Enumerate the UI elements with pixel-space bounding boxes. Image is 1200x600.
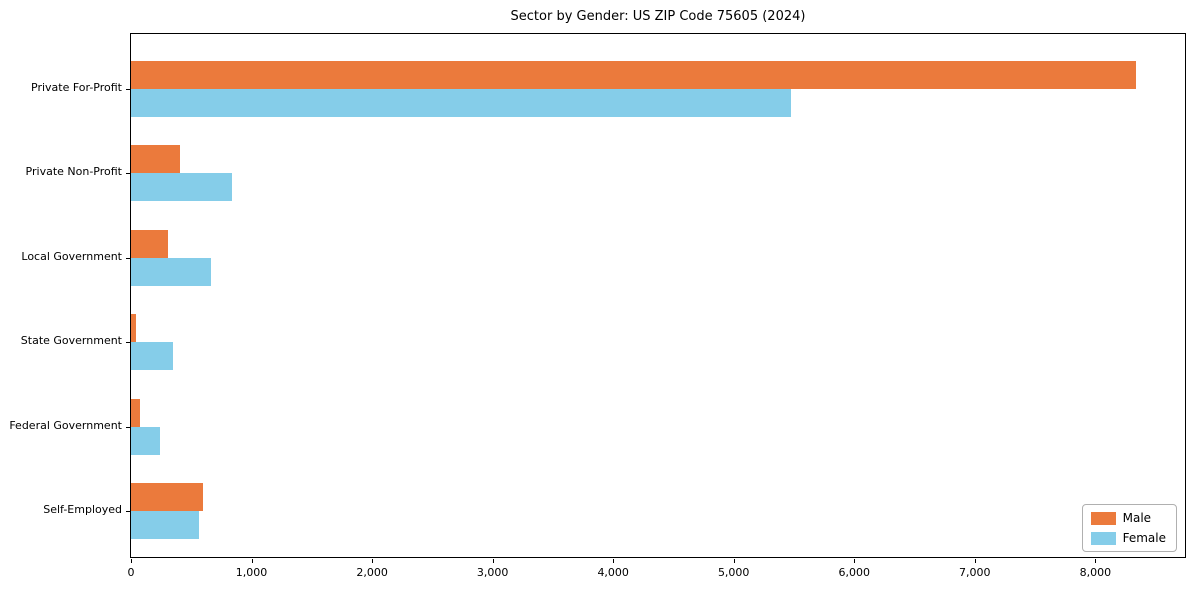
y-label-private-non-profit: Private Non-Profit	[25, 165, 122, 179]
x-tick-5000	[733, 559, 735, 563]
x-tick-label-8000: 8,000	[1079, 566, 1112, 579]
y-label-federal-government: Federal Government	[9, 418, 122, 432]
y-tick-self-employed	[126, 511, 131, 512]
x-tick-label-7000: 7,000	[959, 566, 991, 579]
y-tick-private-for-profit	[126, 89, 131, 90]
bar-female-private-for-profit	[131, 89, 791, 117]
x-tick-1000	[251, 559, 253, 563]
y-label-local-government: Local Government	[21, 249, 122, 263]
y-axis-labels: Private For-Profit Private Non-Profit Loca…	[0, 33, 122, 558]
y-label-self-employed: Self-Employed	[43, 503, 122, 516]
x-tick-4000	[613, 559, 615, 563]
x-tick-7000	[974, 559, 976, 563]
x-tick-8000	[1095, 559, 1097, 563]
x-tick-2000	[372, 559, 374, 563]
bar-female-private-non-profit	[131, 173, 232, 202]
x-tick-label-2000: 2,000	[356, 566, 388, 579]
legend-label-female: Female	[1122, 531, 1166, 545]
y-tick-state-government	[126, 342, 131, 344]
y-label-state-government: State Government	[20, 334, 122, 348]
legend: Male Female	[1081, 504, 1177, 552]
x-tick-label-6000: 6,000	[838, 566, 871, 579]
y-tick-private-non-profit	[126, 173, 131, 175]
x-tick-3000	[492, 559, 494, 563]
y-label-private-for-profit: Private For-Profit	[31, 81, 122, 94]
chart-title: Sector by Gender: US ZIP Code 75605 (202…	[510, 9, 806, 24]
bar-female-state-government	[131, 342, 174, 371]
x-tick-label-4000: 4,000	[597, 566, 629, 579]
bar-male-private-for-profit	[131, 61, 1136, 89]
bar-male-state-government	[131, 314, 136, 343]
plot-area: 0 1,000 2,000 3,000 4,000 5,000 6,000 7,000 8,00…	[126, 33, 1186, 579]
legend-item-male: Male	[1090, 511, 1166, 525]
legend-item-female: Female	[1090, 531, 1166, 545]
legend-label-male: Male	[1122, 511, 1152, 525]
y-tick-local-government	[126, 257, 131, 259]
female-series-swatch	[1090, 531, 1116, 545]
x-tick-label-0: 0	[127, 566, 135, 579]
x-tick-0	[131, 559, 132, 563]
bar-male-local-government	[131, 229, 168, 258]
bar-male-private-non-profit	[131, 145, 181, 174]
bar-female-self-employed	[131, 511, 199, 539]
bar-male-self-employed	[131, 483, 203, 511]
x-tick-label-3000: 3,000	[476, 566, 509, 579]
x-tick-label-1000: 1,000	[235, 566, 268, 579]
x-tick-6000	[854, 559, 856, 563]
x-tick-label-5000: 5,000	[717, 566, 750, 579]
male-series-swatch	[1090, 511, 1116, 525]
bar-female-local-government	[131, 257, 212, 286]
bar-male-federal-government	[131, 398, 140, 427]
y-tick-federal-government	[126, 426, 131, 428]
bar-female-federal-government	[131, 426, 160, 455]
